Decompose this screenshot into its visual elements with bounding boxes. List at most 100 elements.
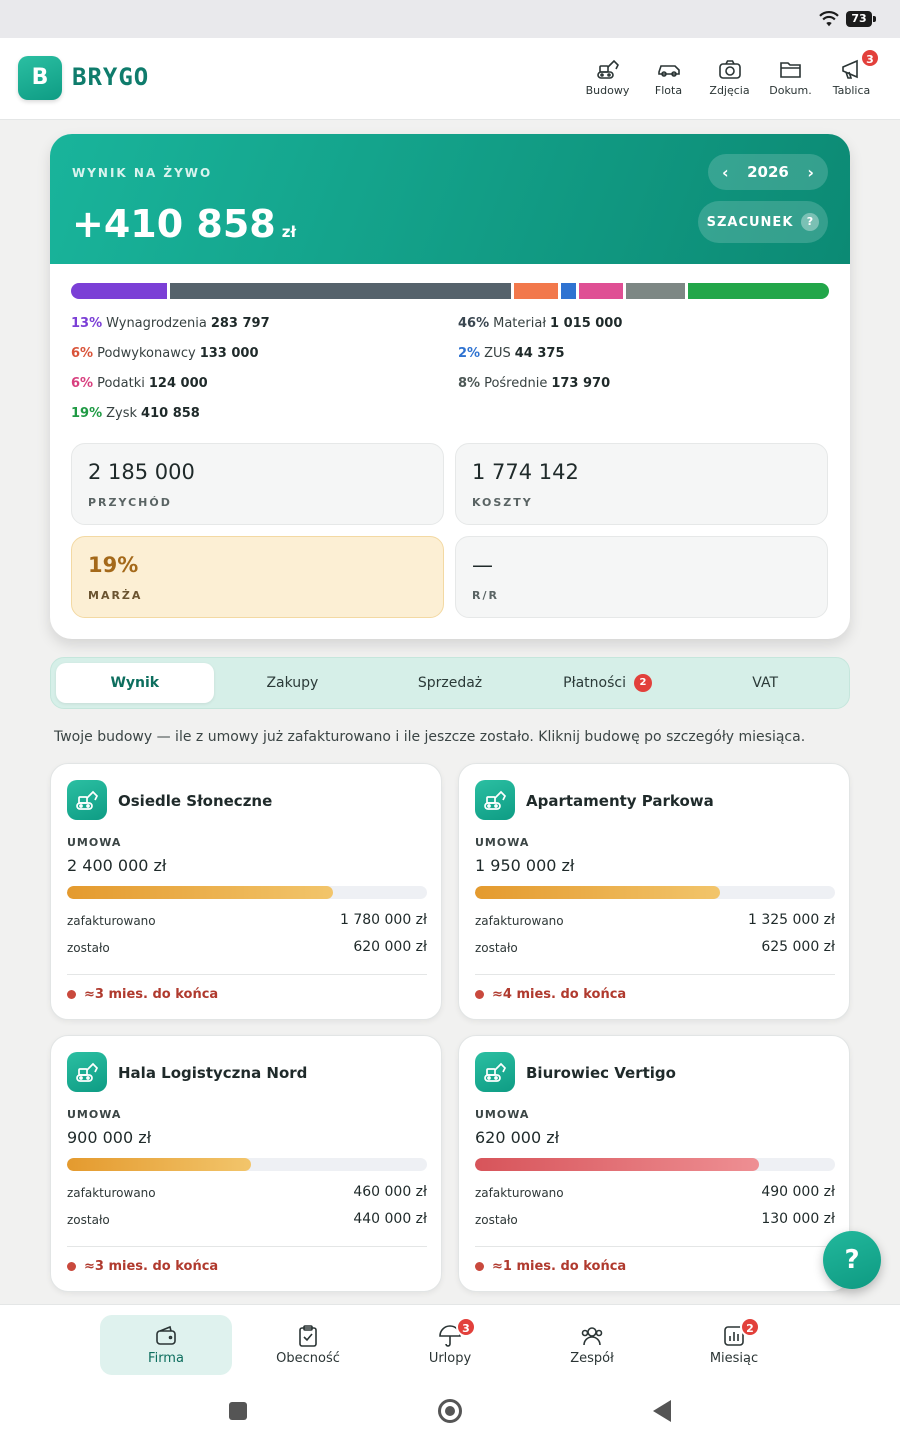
remaining-label: zostało <box>67 1213 110 1227</box>
stat-label: MARŻA <box>88 589 143 602</box>
stat-yoy[interactable]: — R/R <box>455 536 828 618</box>
excavator-icon <box>76 1062 99 1082</box>
invoiced-label: zafakturowano <box>67 1186 156 1200</box>
finance-tabs: Wynik Zakupy Sprzedaż Płatności 2 VAT <box>50 657 850 709</box>
cost-breakdown-bar <box>71 283 829 299</box>
nav-budowy[interactable]: Budowy <box>577 56 638 97</box>
remaining-label: zostało <box>67 941 110 955</box>
segment-podatki <box>578 283 624 299</box>
tab-label: Wynik <box>110 675 160 691</box>
contract-value: 900 000 zł <box>67 1128 152 1147</box>
tab-sprzedaz[interactable]: Sprzedaż <box>371 663 529 703</box>
project-icon <box>475 780 515 820</box>
project-card[interactable]: Hala Logistyczna Nord UMOWA 900 000 zł zafa… <box>50 1035 442 1292</box>
contract-label: UMOWA <box>67 836 122 849</box>
bar-chart-icon <box>724 1326 744 1346</box>
breakdown-value: 124 000 <box>148 376 208 391</box>
breakdown-name: Podwykonawcy <box>97 346 196 361</box>
nav-flota[interactable]: Flota <box>638 56 699 97</box>
bottom-nav-zespol[interactable]: Zespół <box>526 1315 658 1375</box>
year-selector: ‹ 2026 › <box>708 154 828 190</box>
remaining-row: zostało 440 000 zł <box>67 1211 427 1227</box>
contract-value: 1 950 000 zł <box>475 856 575 875</box>
excavator-icon <box>484 790 507 810</box>
nav-label: Zdjęcia <box>709 84 750 97</box>
tab-label: Płatności <box>563 675 626 691</box>
stat-margin[interactable]: 19% MARŻA <box>71 536 444 618</box>
result-label: WYNIK NA ŻYWO <box>72 166 213 180</box>
project-icon <box>67 1052 107 1092</box>
tab-vat[interactable]: VAT <box>686 663 844 703</box>
app-logo[interactable]: B <box>18 56 62 100</box>
invoiced-value: 1 780 000 zł <box>339 912 427 928</box>
camera-icon <box>718 60 741 79</box>
breakdown-name: Zysk <box>106 406 138 421</box>
estimate-button[interactable]: SZACUNEK ? <box>698 201 828 243</box>
bottom-nav-miesiac[interactable]: Miesiąc 2 <box>668 1315 800 1375</box>
help-button[interactable]: ? <box>823 1231 881 1289</box>
remaining-row: zostało 130 000 zł <box>475 1211 835 1227</box>
eta-status: ≈4 mies. do końca <box>475 987 626 1002</box>
status-bar: 73 <box>0 0 900 38</box>
chevron-left-icon[interactable]: ‹ <box>722 162 729 182</box>
clipboard-check-icon <box>299 1325 317 1347</box>
invoiced-value: 1 325 000 zł <box>747 912 835 928</box>
stat-value: 2 185 000 <box>88 460 195 484</box>
nav-dokumenty[interactable]: Dokum. <box>760 56 821 97</box>
breakdown-value: 283 797 <box>210 316 270 331</box>
remaining-value: 620 000 zł <box>353 939 427 955</box>
breakdown-value: 173 970 <box>551 376 611 391</box>
breakdown-name: Wynagrodzenia <box>106 316 207 331</box>
breakdown-pct: 19% <box>71 406 103 421</box>
nav-label: Budowy <box>585 84 630 97</box>
nav-label: Flota <box>654 84 683 97</box>
stat-value: 19% <box>88 553 139 577</box>
project-card[interactable]: Apartamenty Parkowa UMOWA 1 950 000 zł zafa… <box>458 763 850 1020</box>
segment-zysk <box>688 283 829 299</box>
remaining-row: zostało 620 000 zł <box>67 939 427 955</box>
home-button[interactable] <box>438 1399 462 1423</box>
back-button[interactable] <box>653 1400 671 1422</box>
project-icon <box>475 1052 515 1092</box>
bottom-nav-obecnosc[interactable]: Obecność <box>242 1315 374 1375</box>
contract-label: UMOWA <box>475 836 530 849</box>
stat-costs[interactable]: 1 774 142 KOSZTY <box>455 443 828 525</box>
project-card[interactable]: Osiedle Słoneczne UMOWA 2 400 000 zł zafakt… <box>50 763 442 1020</box>
breakdown-item: 8% Pośrednie 173 970 <box>458 376 610 391</box>
tab-platnosci[interactable]: Płatności 2 <box>529 663 687 703</box>
breakdown-pct: 2% <box>458 346 481 361</box>
live-result-card: WYNIK NA ŻYWO +410 858 zł ‹ 2026 › SZACUN… <box>50 134 850 639</box>
breakdown-item: 6% Podwykonawcy 133 000 <box>71 346 259 361</box>
nav-tablica[interactable]: Tablica 3 <box>821 48 882 97</box>
stat-revenue[interactable]: 2 185 000 PRZYCHÓD <box>71 443 444 525</box>
invoiced-progress <box>475 1158 835 1171</box>
bottom-nav-firma[interactable]: Firma <box>100 1315 232 1375</box>
car-icon <box>657 65 680 77</box>
chevron-right-icon[interactable]: › <box>807 162 814 182</box>
tab-zakupy[interactable]: Zakupy <box>214 663 372 703</box>
segment-zus <box>560 283 576 299</box>
nav-zdjecia[interactable]: Zdjęcia <box>699 56 760 97</box>
tab-badge: 2 <box>633 674 652 692</box>
remaining-row: zostało 625 000 zł <box>475 939 835 955</box>
notification-badge: 3 <box>456 1317 476 1337</box>
tab-wynik[interactable]: Wynik <box>56 663 214 703</box>
recents-button[interactable] <box>229 1402 247 1420</box>
remaining-label: zostało <box>475 1213 518 1227</box>
invoiced-row: zafakturowano 490 000 zł <box>475 1184 835 1200</box>
project-card[interactable]: Biurowiec Vertigo UMOWA 620 000 zł zafaktur… <box>458 1035 850 1292</box>
divider <box>67 974 427 975</box>
breakdown-pct: 8% <box>458 376 481 391</box>
breakdown-item: 6% Podatki 124 000 <box>71 376 208 391</box>
team-icon <box>581 1327 603 1346</box>
invoiced-value: 490 000 zł <box>761 1184 835 1200</box>
bottom-nav-label: Obecność <box>276 1351 340 1366</box>
cost-breakdown: 13% Wynagrodzenia 283 797 6% Podwykonawcy 13… <box>71 316 829 436</box>
divider <box>475 974 835 975</box>
status-dot <box>67 990 76 999</box>
result-unit: zł <box>281 223 297 241</box>
project-name: Apartamenty Parkowa <box>526 792 714 810</box>
tab-label: Sprzedaż <box>417 675 483 691</box>
bottom-nav-urlopy[interactable]: Urlopy 3 <box>384 1315 516 1375</box>
estimate-label: SZACUNEK <box>706 214 794 230</box>
